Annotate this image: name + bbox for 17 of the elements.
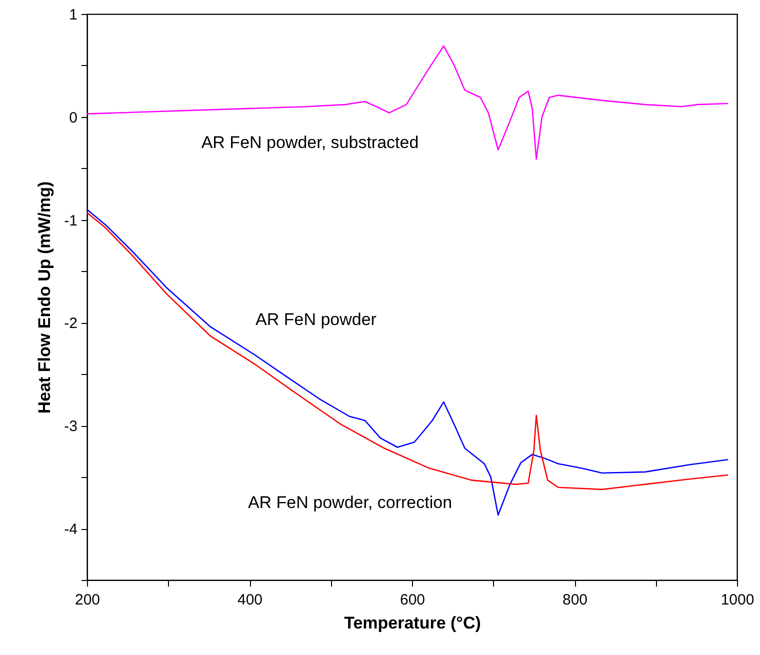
y-tick-label: 0 bbox=[69, 109, 78, 126]
y-tick-label: 1 bbox=[69, 6, 78, 24]
x-tick-label: 200 bbox=[74, 592, 100, 608]
x-tick-label: 800 bbox=[562, 592, 588, 608]
y-tick-label: -2 bbox=[64, 315, 78, 332]
x-tick-label: 400 bbox=[237, 592, 263, 608]
line-series bbox=[86, 45, 729, 160]
annotation: AR FeN powder bbox=[256, 310, 377, 329]
annotation: AR FeN powder, correction bbox=[248, 493, 452, 512]
annotation: AR FeN powder, substracted bbox=[201, 133, 419, 152]
y-tick-label: -1 bbox=[64, 212, 78, 230]
x-tick-label: 600 bbox=[400, 592, 426, 608]
y-tick-label: -3 bbox=[64, 418, 78, 436]
y-axis-title: Heat Flow Endo Up (mW/mg) bbox=[35, 181, 54, 414]
x-tick-label: 1000 bbox=[720, 592, 754, 608]
y-tick-label: -4 bbox=[64, 521, 78, 538]
x-axis-title: Temperature (°C) bbox=[344, 614, 481, 632]
